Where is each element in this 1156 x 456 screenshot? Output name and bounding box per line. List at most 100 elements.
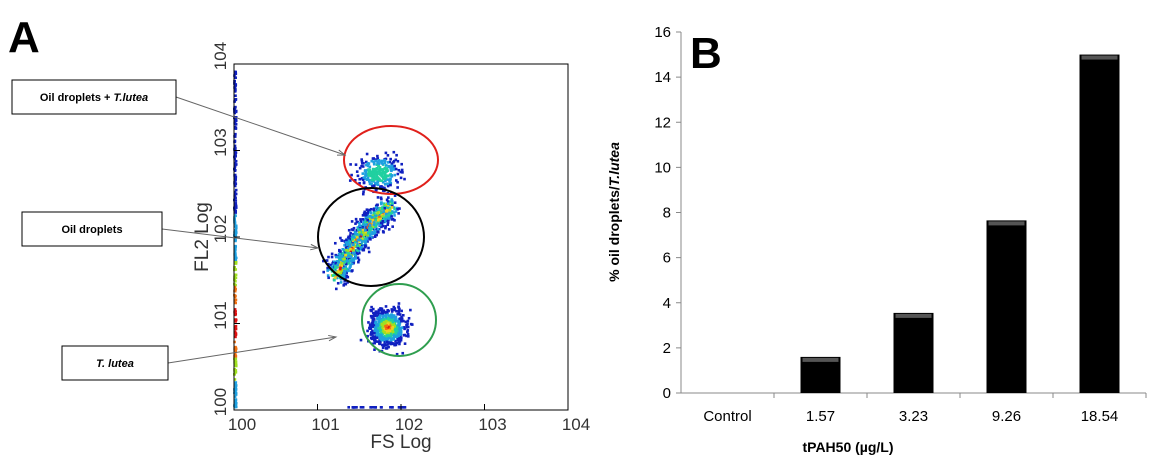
scatter-point (362, 234, 365, 238)
scatter-point (393, 334, 396, 337)
scatter-point (234, 153, 237, 157)
scatter-point (233, 273, 237, 277)
scatter-point (376, 162, 380, 165)
scatter-point (383, 331, 386, 334)
bar-highlight (1081, 55, 1118, 60)
scatter-point (398, 342, 401, 346)
scatter-point (389, 167, 393, 171)
scatter-point (354, 238, 358, 241)
scatter-point (396, 186, 399, 189)
scatter-point (337, 263, 341, 267)
scatter-point (397, 334, 400, 338)
scatter-point (367, 168, 370, 171)
scatter-point (233, 308, 237, 311)
x-tick-label: 3.23 (899, 408, 928, 425)
scatter-point (386, 313, 389, 316)
callout-label-part: T. lutea (96, 358, 134, 370)
scatter-point (377, 165, 381, 168)
scatter-point (399, 330, 403, 334)
scatter-point (233, 266, 236, 269)
scatter-point (234, 192, 237, 196)
scatter-point (400, 168, 404, 172)
scatter-point (360, 232, 363, 236)
scatter-point (234, 258, 238, 261)
scatter-point (360, 240, 364, 244)
scatter-point (362, 233, 366, 237)
scatter-point (395, 335, 399, 338)
scatter-point (383, 206, 386, 210)
scatter-point (338, 270, 341, 274)
scatter-point (398, 207, 401, 210)
scatter-point (234, 229, 237, 232)
scatter-point (377, 158, 381, 162)
scatter-point (381, 168, 384, 171)
scatter-point (380, 174, 383, 178)
scatter-point (369, 211, 373, 215)
x-axis-label: tPAH50 (µg/L) (802, 439, 893, 455)
scatter-point (406, 329, 410, 332)
scatter-point (234, 393, 238, 396)
scatter-point (386, 200, 390, 203)
scatter-point (383, 186, 386, 190)
scatter-point (365, 237, 369, 241)
scatter-point (376, 172, 379, 175)
scatter-point (234, 199, 238, 202)
scatter-point (403, 177, 406, 181)
scatter-point (357, 249, 361, 253)
scatter-point (369, 333, 373, 336)
scatter-point (356, 226, 360, 229)
scatter-point (356, 238, 360, 242)
scatter-point (233, 287, 237, 290)
scatter-point (234, 94, 237, 97)
scatter-point (399, 329, 403, 332)
scatter-point (398, 329, 401, 333)
scatter-point (234, 333, 238, 337)
scatter-point (378, 312, 382, 316)
scatter-point (369, 220, 372, 223)
bar (986, 220, 1027, 393)
scatter-point (391, 325, 395, 329)
scatter-point (406, 335, 410, 338)
scatter-point (383, 161, 387, 165)
scatter-point (365, 213, 368, 217)
scatter-point (390, 206, 394, 209)
scatter-point (343, 260, 347, 264)
scatter-point (384, 225, 388, 228)
gate-ring (317, 187, 425, 287)
scatter-point (233, 70, 237, 74)
scatter-point (362, 212, 366, 215)
bar-chart: 0 2 4 6 8 10 12 14 16 Control 1.57 3.23 9.26 18.54 (654, 24, 1147, 425)
scatter-point (384, 217, 387, 221)
scatter-point (379, 168, 382, 171)
scatter-point (345, 267, 349, 271)
gate-ring (361, 283, 437, 357)
scatter-point (359, 247, 363, 251)
scatter-point (384, 212, 388, 216)
scatter-point (371, 232, 374, 236)
scatter-point (381, 224, 385, 228)
scatter-point (346, 281, 349, 284)
scatter-point (371, 322, 374, 325)
scatter-point (361, 178, 365, 182)
scatter-point (361, 214, 365, 217)
scatter-point (369, 406, 373, 409)
scatter-point (390, 211, 394, 215)
scatter-point (233, 231, 237, 234)
scatter-point (376, 160, 379, 164)
scatter-point (372, 162, 376, 166)
scatter-point (370, 207, 373, 211)
scatter-point (357, 260, 360, 264)
scatter-point (386, 178, 390, 181)
scatter-point (361, 228, 365, 232)
callout-box (21, 211, 163, 247)
x-tick-label: 103 (478, 415, 506, 434)
scatter-point (348, 240, 352, 244)
scatter-point (350, 220, 354, 223)
scatter-point (384, 226, 387, 230)
scatter-point (366, 334, 369, 338)
scatter-point (371, 167, 375, 171)
scatter-point (385, 319, 388, 323)
scatter-point (371, 231, 374, 234)
x-axis-label: FS Log (370, 432, 431, 453)
